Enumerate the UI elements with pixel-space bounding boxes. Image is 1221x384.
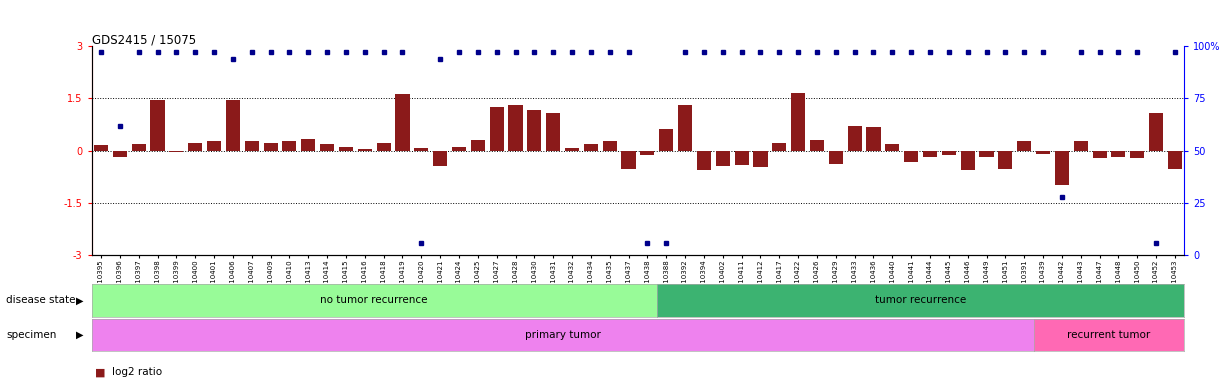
Bar (735, 151, 748, 166)
Bar (264, 143, 277, 151)
Bar (810, 139, 824, 151)
Bar (188, 143, 203, 151)
Text: tumor recurrence: tumor recurrence (875, 295, 966, 306)
Bar (396, 94, 409, 151)
Bar (282, 141, 297, 151)
Bar (452, 147, 466, 151)
Text: specimen: specimen (6, 330, 56, 340)
Bar (1055, 151, 1068, 185)
Bar (226, 100, 241, 151)
Text: disease state: disease state (6, 295, 76, 306)
Bar (150, 100, 165, 151)
Bar (640, 151, 654, 155)
Bar (414, 148, 429, 151)
Text: recurrent tumor: recurrent tumor (1067, 330, 1150, 340)
Bar (697, 151, 711, 170)
Text: primary tumor: primary tumor (525, 330, 601, 340)
Bar (867, 127, 880, 151)
Bar (112, 151, 127, 157)
Bar (358, 149, 372, 151)
Bar (1035, 151, 1050, 154)
Bar (753, 151, 768, 167)
Bar (1149, 113, 1164, 151)
Bar (1167, 151, 1182, 169)
Bar (847, 126, 862, 151)
Bar (471, 139, 485, 151)
Bar (339, 147, 353, 151)
Bar (527, 109, 541, 151)
Bar (716, 151, 730, 166)
Bar (1131, 151, 1144, 158)
Bar (923, 151, 937, 157)
Bar (546, 113, 560, 151)
Bar (941, 151, 956, 155)
Bar (376, 143, 391, 151)
Text: GDS2415 / 15075: GDS2415 / 15075 (92, 33, 195, 46)
Text: no tumor recurrence: no tumor recurrence (320, 295, 427, 306)
Bar (508, 105, 523, 151)
Bar (565, 148, 579, 151)
Bar (678, 105, 692, 151)
Bar (659, 129, 673, 151)
Bar (885, 144, 900, 151)
Bar (170, 151, 183, 152)
Bar (1093, 151, 1106, 158)
Bar (829, 151, 842, 164)
Bar (961, 151, 974, 170)
Bar (979, 151, 994, 157)
Bar (1111, 151, 1126, 157)
Bar (1073, 141, 1088, 151)
Bar (791, 93, 805, 151)
Bar (999, 151, 1012, 169)
Bar (433, 151, 447, 166)
Bar (490, 107, 504, 151)
Bar (94, 146, 109, 151)
Bar (244, 141, 259, 151)
Bar (132, 144, 145, 151)
Bar (1017, 141, 1032, 151)
Text: log2 ratio: log2 ratio (112, 367, 162, 377)
Bar (302, 139, 315, 151)
Bar (772, 143, 786, 151)
Text: ▶: ▶ (76, 295, 83, 306)
Bar (904, 151, 918, 162)
Bar (584, 144, 598, 151)
Text: ▶: ▶ (76, 330, 83, 340)
Text: ■: ■ (95, 367, 106, 377)
Bar (603, 141, 617, 151)
Bar (621, 151, 636, 169)
Bar (320, 144, 335, 151)
Bar (208, 141, 221, 151)
